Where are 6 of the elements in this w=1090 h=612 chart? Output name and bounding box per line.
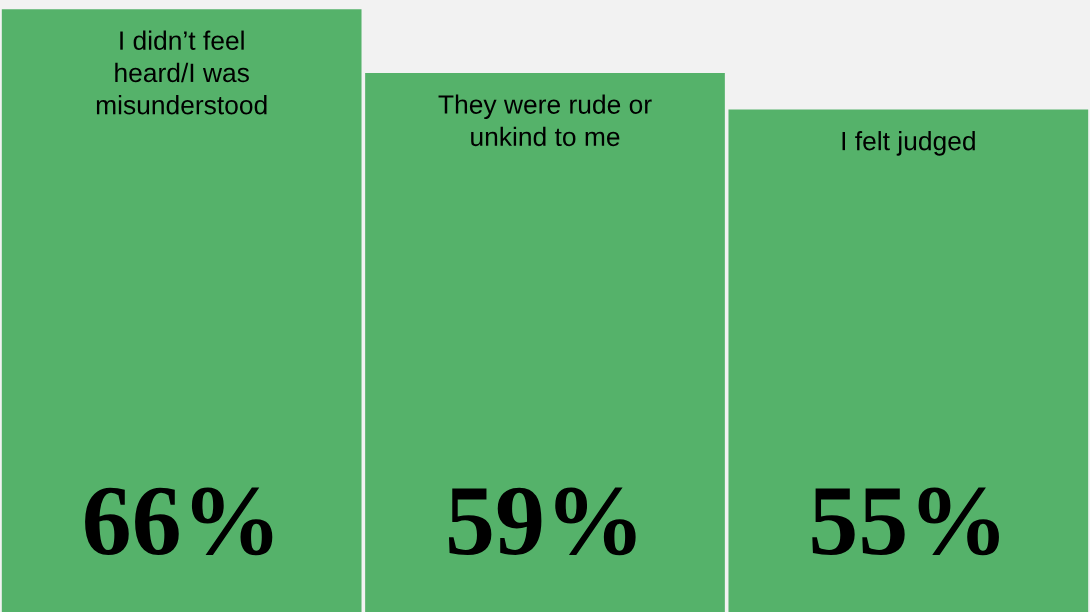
- data-label: 66%: [85, 487, 273, 556]
- data-label: 55%: [812, 487, 999, 556]
- x-tick-label: I felt judged: [842, 131, 975, 156]
- x-tick-label: They were rude or unkind to me: [438, 94, 652, 147]
- data-label: 59%: [449, 487, 636, 556]
- x-tick-label: I didn’t feel heard/I was misunderstood: [96, 30, 267, 115]
